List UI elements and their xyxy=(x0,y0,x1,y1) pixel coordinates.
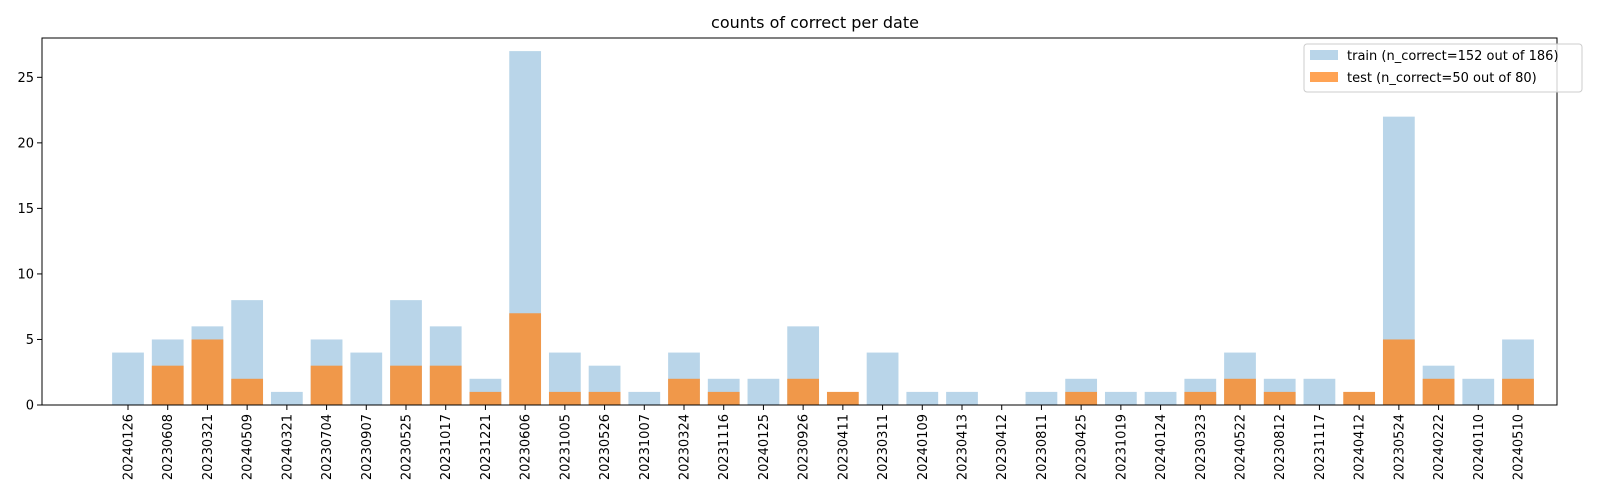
test-bar xyxy=(1343,391,1376,405)
test-bar xyxy=(191,339,224,405)
train-bar xyxy=(1025,391,1058,405)
train-bar xyxy=(1144,391,1177,405)
legend-label-test: test (n_correct=50 out of 80) xyxy=(1347,71,1537,86)
x-tick-label: 20231007 xyxy=(638,414,653,480)
x-tick-label: 20240510 xyxy=(1512,414,1527,480)
legend-label-train: train (n_correct=152 out of 186) xyxy=(1347,49,1559,64)
y-axis: 0 5 10 15 20 25 xyxy=(17,71,42,414)
y-tick-label: 15 xyxy=(17,202,34,217)
train-bar xyxy=(906,391,939,405)
x-tick-label: 20230321 xyxy=(201,414,216,480)
legend-swatch-train xyxy=(1310,50,1338,60)
test-bar xyxy=(1382,339,1415,405)
train-bar xyxy=(866,352,899,405)
x-tick-label: 20240222 xyxy=(1432,414,1447,480)
test-bar xyxy=(1065,391,1098,405)
train-bar xyxy=(270,391,303,405)
test-bar xyxy=(310,365,343,405)
test-bar xyxy=(1502,378,1534,405)
test-bar xyxy=(1263,391,1296,405)
train-bar xyxy=(747,378,780,405)
x-tick-label: 20231019 xyxy=(1114,414,1129,480)
test-bar xyxy=(509,313,542,405)
x-tick-label: 20230526 xyxy=(598,414,613,480)
test-bar xyxy=(707,391,740,405)
x-tick-label: 20231017 xyxy=(439,414,454,480)
x-tick-label: 20240125 xyxy=(757,414,772,480)
x-tick-label: 20231117 xyxy=(1313,414,1328,480)
y-tick-label: 5 xyxy=(26,333,34,348)
legend-frame xyxy=(1303,43,1583,93)
x-tick-label: 20230524 xyxy=(1392,414,1407,480)
x-tick-label: 20230811 xyxy=(1035,414,1050,480)
test-bar xyxy=(1184,391,1217,405)
train-bars xyxy=(112,51,1534,406)
train-bar xyxy=(1104,391,1137,405)
x-tick-label: 20230926 xyxy=(797,414,812,480)
x-tick-label: 20240522 xyxy=(1234,414,1249,480)
test-bars xyxy=(151,313,1534,405)
x-tick-label: 20230907 xyxy=(360,414,375,480)
x-tick-label: 20231005 xyxy=(558,414,573,480)
y-tick-label: 25 xyxy=(17,71,34,86)
train-bar xyxy=(946,391,978,405)
x-tick-label: 20230413 xyxy=(956,414,971,480)
x-tick-label: 20240412 xyxy=(1353,414,1368,480)
x-tick-label: 20230323 xyxy=(1194,414,1209,480)
chart-title: counts of correct per date xyxy=(711,13,919,32)
test-bar xyxy=(826,391,859,405)
train-bar xyxy=(1303,378,1336,405)
y-tick-label: 10 xyxy=(17,267,34,282)
test-bar xyxy=(231,378,264,405)
x-tick-label: 20240126 xyxy=(122,414,137,480)
x-axis: 20240126 20230608 20230321 20240509 20240321… xyxy=(122,405,1527,480)
test-bar xyxy=(588,391,621,405)
y-tick-label: 20 xyxy=(17,136,34,151)
x-tick-label: 20230324 xyxy=(678,414,693,480)
x-tick-label: 20240110 xyxy=(1472,414,1487,480)
y-tick-label: 0 xyxy=(26,399,34,414)
x-tick-label: 20240509 xyxy=(241,414,256,480)
test-bar xyxy=(548,391,581,405)
x-tick-label: 20230411 xyxy=(836,414,851,480)
x-tick-label: 20240321 xyxy=(280,414,295,480)
x-tick-label: 20230525 xyxy=(400,414,415,480)
x-tick-label: 20230608 xyxy=(161,414,176,480)
test-bar xyxy=(151,365,184,405)
legend-swatch-test xyxy=(1310,72,1338,82)
x-tick-label: 20231116 xyxy=(717,414,732,480)
train-bar xyxy=(350,352,383,405)
x-tick-label: 20230704 xyxy=(320,414,335,480)
x-tick-label: 20240124 xyxy=(1154,414,1169,480)
legend: train (n_correct=152 out of 186) test (n… xyxy=(1303,43,1583,93)
x-tick-label: 20230311 xyxy=(876,414,891,480)
test-bar xyxy=(1224,378,1256,405)
x-tick-label: 20230812 xyxy=(1273,414,1288,480)
x-tick-label: 20230412 xyxy=(995,414,1010,480)
train-bar xyxy=(1462,378,1495,405)
test-bar xyxy=(1422,378,1455,405)
test-bar xyxy=(429,365,462,405)
train-bar xyxy=(112,352,144,405)
test-bar xyxy=(668,378,700,405)
x-tick-label: 20240109 xyxy=(916,414,931,480)
train-bar xyxy=(628,391,661,405)
test-bar xyxy=(787,378,820,405)
test-bar xyxy=(469,391,502,405)
x-tick-label: 20231221 xyxy=(479,414,494,480)
test-bar xyxy=(390,365,422,405)
x-tick-label: 20230606 xyxy=(519,414,534,480)
plot-frame xyxy=(41,37,1558,406)
x-tick-label: 20230425 xyxy=(1075,414,1090,480)
